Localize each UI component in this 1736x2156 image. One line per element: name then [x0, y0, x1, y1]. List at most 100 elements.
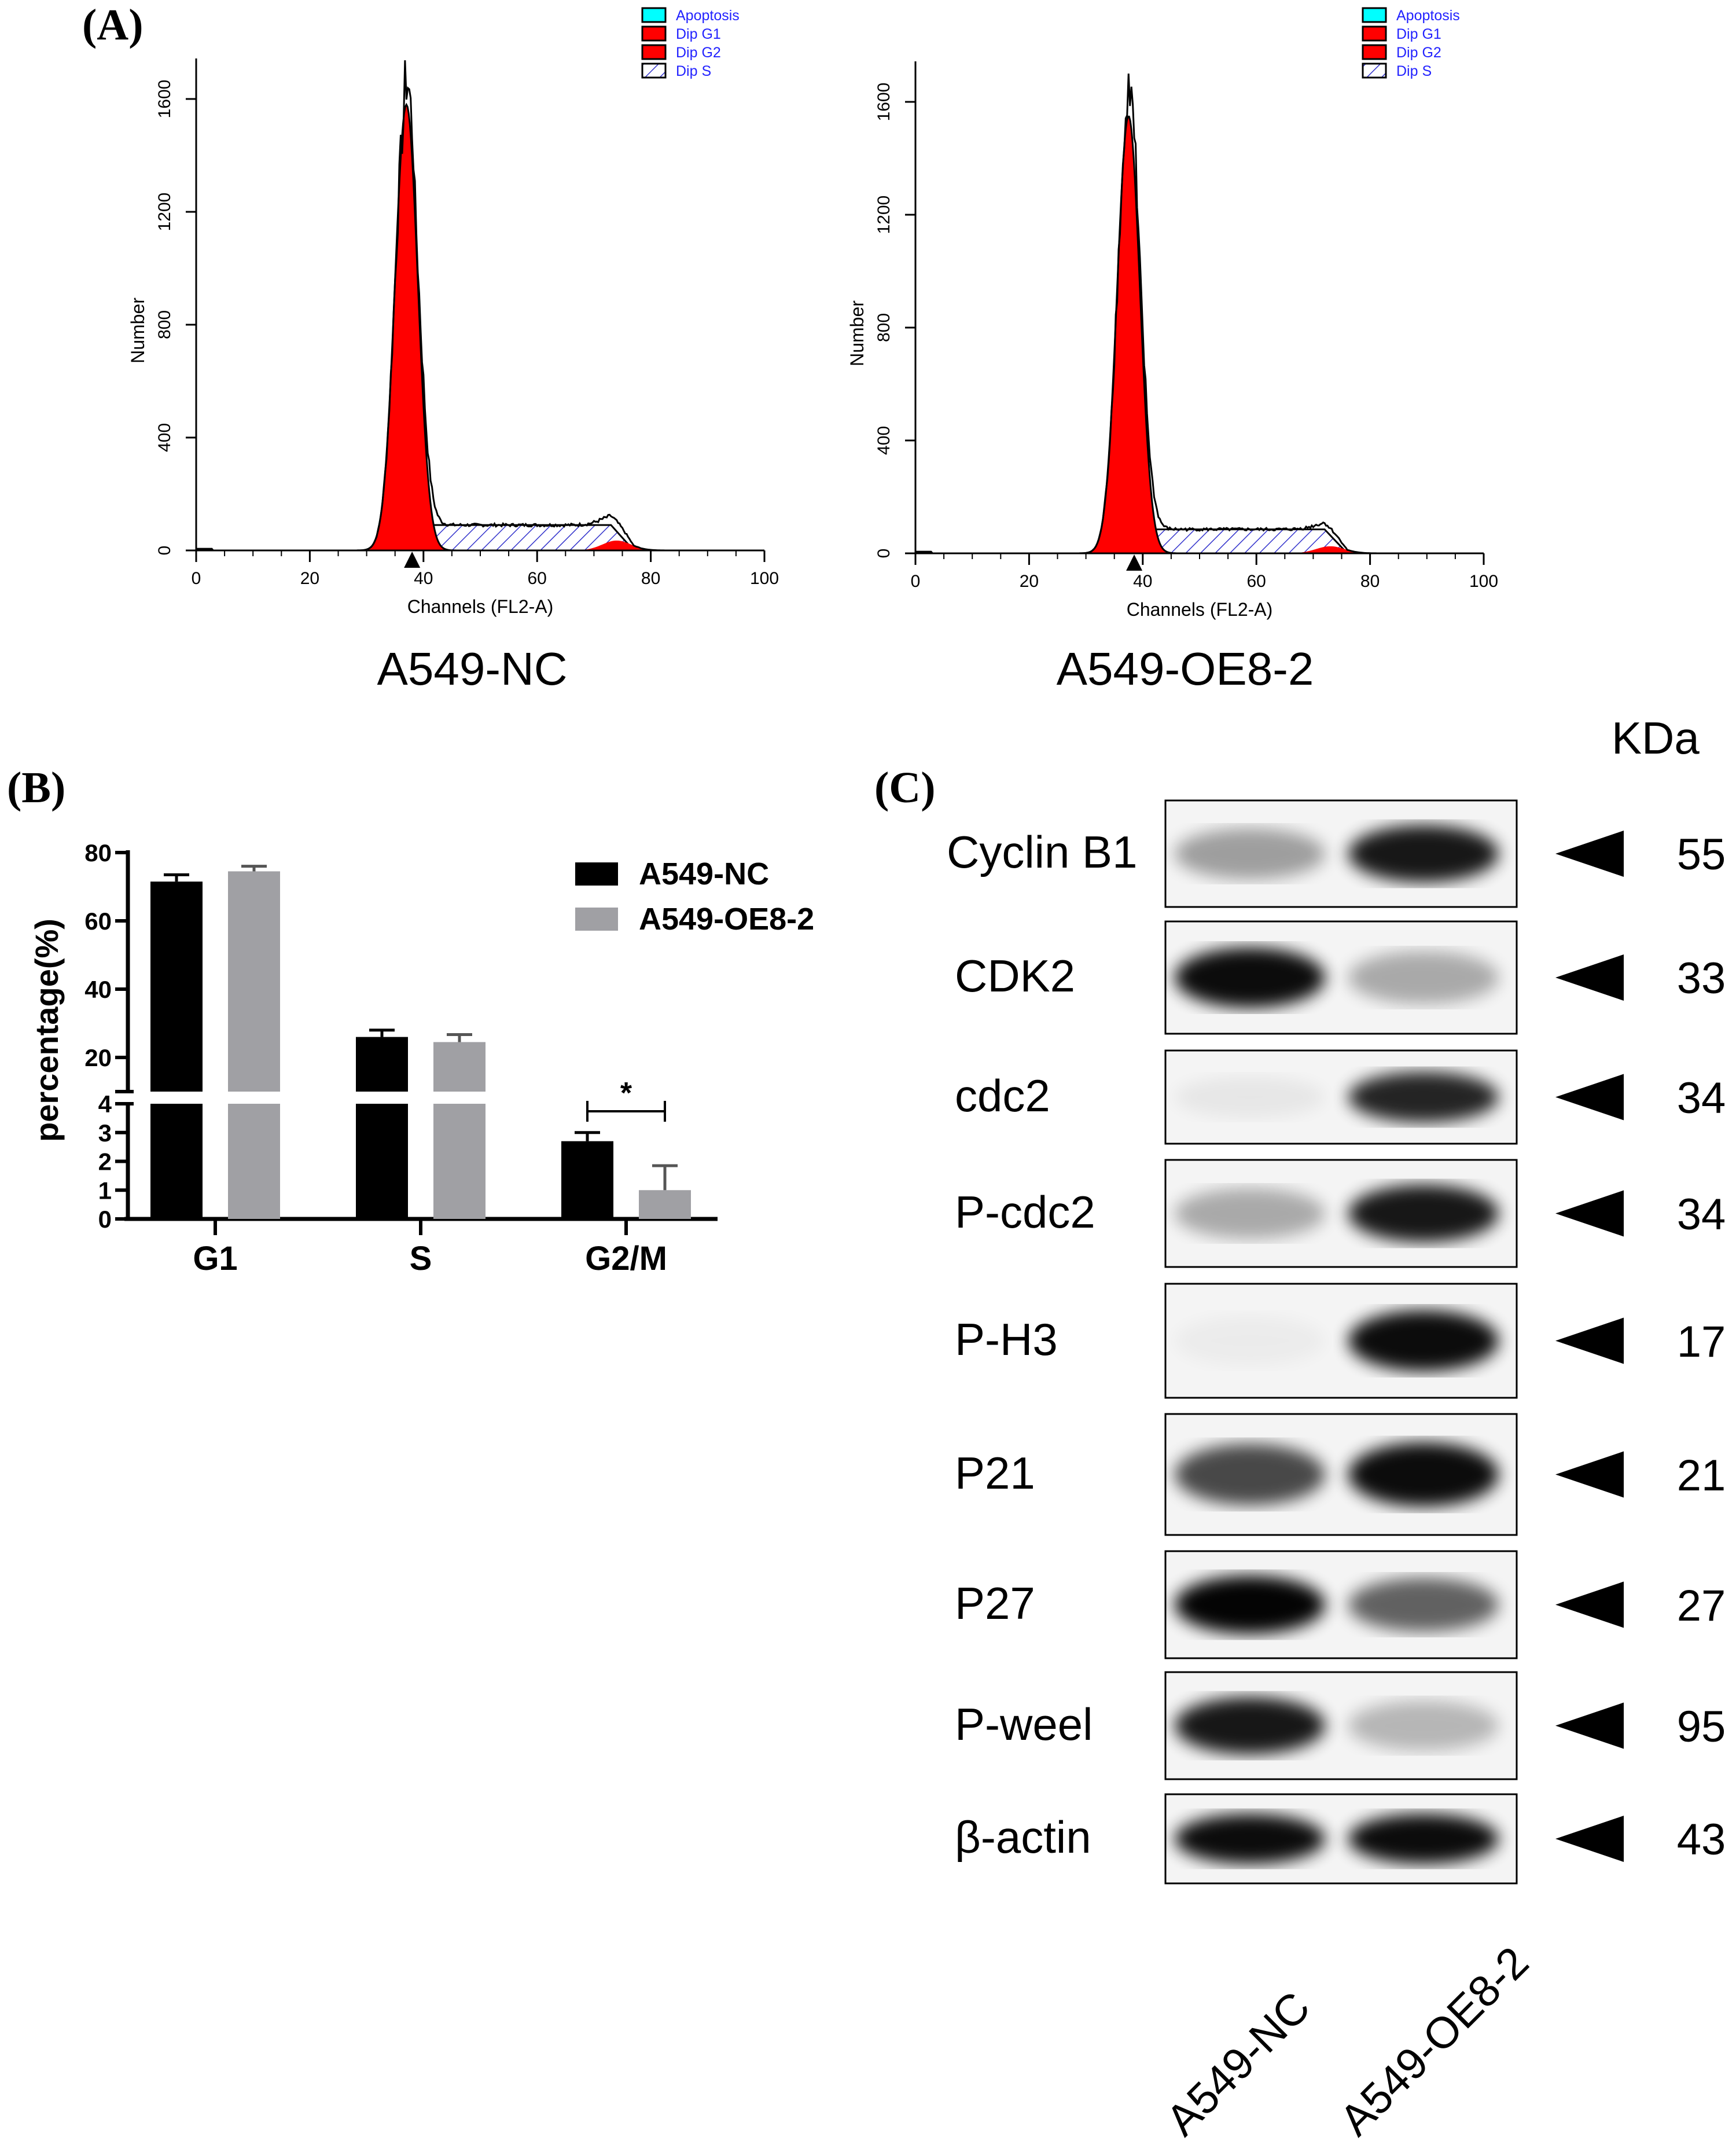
peak-marker-icon — [1126, 554, 1143, 571]
y-tick-label: 3 — [98, 1119, 112, 1147]
y-tick-label: 1 — [98, 1177, 112, 1204]
protein-band — [1348, 1310, 1499, 1372]
blot-5 — [1164, 1413, 1624, 1536]
kda-value: 21 — [1676, 1450, 1726, 1500]
y-axis-label: Number — [127, 297, 148, 363]
dip-g1-area — [1073, 115, 1177, 554]
kda-header: KDa — [1612, 712, 1700, 763]
bar — [433, 1104, 486, 1219]
arrowhead-icon — [1555, 1581, 1624, 1628]
blot-3 — [1164, 1159, 1624, 1268]
legend-label: Apoptosis — [676, 8, 740, 24]
legend-label: Dip G1 — [676, 26, 721, 42]
protein-band — [1348, 1442, 1499, 1507]
x-tick-label: 20 — [1020, 572, 1039, 591]
y-tick-label: 1200 — [874, 196, 893, 234]
y-tick-label: 80 — [84, 839, 112, 866]
kda-value: 43 — [1676, 1815, 1726, 1864]
legend-swatch — [641, 44, 667, 60]
legend-swatch — [1362, 44, 1387, 60]
peak-marker-icon — [404, 552, 421, 568]
y-tick-label: 1600 — [874, 83, 893, 122]
protein-band — [1348, 1184, 1499, 1243]
x-tick-label: S — [410, 1240, 432, 1277]
panel-b-label: (B) — [7, 763, 66, 812]
dip-g1-area — [354, 102, 458, 552]
arrowhead-icon — [1555, 1074, 1624, 1121]
y-tick-label: 60 — [84, 908, 112, 935]
panel-a-label: (A) — [82, 1, 144, 49]
histogram-outline — [195, 60, 764, 552]
x-axis-label: Channels (FL2-A) — [1127, 599, 1273, 620]
x-tick-label: 80 — [641, 569, 660, 588]
legend-label: Dip G2 — [1396, 45, 1441, 61]
bar — [150, 882, 203, 1092]
protein-label: cdc2 — [955, 1070, 1050, 1121]
protein-band — [1175, 1188, 1325, 1239]
arrowhead-icon — [1555, 831, 1624, 877]
histogram-outline — [914, 74, 1484, 554]
y-tick-label: 0 — [155, 546, 174, 556]
protein-label: P27 — [955, 1577, 1035, 1629]
protein-label: Cyclin B1 — [947, 827, 1138, 877]
bar — [356, 1104, 408, 1219]
x-tick-label: G2/M — [585, 1240, 667, 1277]
protein-band — [1175, 1696, 1325, 1755]
legend-label: A549-OE8-2 — [639, 902, 814, 936]
y-axis-label: percentage(%) — [28, 919, 65, 1142]
significance-mark: * — [620, 1077, 632, 1110]
legend-label: A549-NC — [639, 857, 769, 891]
legend-label: Dip S — [676, 63, 711, 79]
legend-swatch — [1362, 25, 1387, 42]
protein-band — [1175, 1813, 1325, 1864]
y-tick-label: 20 — [84, 1044, 112, 1071]
protein-band — [1175, 828, 1325, 879]
legend-swatch — [641, 7, 667, 23]
x-tick-label: 60 — [528, 569, 547, 588]
y-axis-label: Number — [847, 300, 867, 366]
kda-value: 55 — [1676, 830, 1726, 879]
x-tick-label: 0 — [192, 569, 201, 588]
panel-c-label: (C) — [874, 763, 936, 812]
x-tick-label: 40 — [1133, 572, 1152, 591]
legend-swatch — [641, 25, 667, 42]
protein-label: P-H3 — [955, 1313, 1058, 1365]
histogram-title-nc: A549-NC — [377, 643, 568, 695]
protein-label: P-weel — [955, 1698, 1093, 1750]
protein-band — [1175, 947, 1325, 1008]
bar — [150, 1104, 203, 1219]
protein-band — [1175, 1076, 1325, 1118]
significance-bracket — [586, 1101, 666, 1122]
protein-band — [1175, 1316, 1325, 1366]
y-tick-label: 400 — [155, 423, 174, 452]
protein-band — [1175, 1444, 1325, 1505]
kda-value: 33 — [1676, 954, 1726, 1003]
histogram-0: 0 20 40 60 80 100 0 400 800 1200 1600 Number Channel… — [127, 7, 779, 617]
kda-value: 27 — [1676, 1581, 1726, 1630]
bar — [228, 871, 280, 1092]
blot-6 — [1164, 1550, 1624, 1659]
dip-s-area — [1127, 528, 1349, 554]
legend-swatch — [641, 63, 667, 79]
blot-0 — [1164, 799, 1624, 908]
y-tick-label: 0 — [98, 1206, 112, 1233]
bar — [433, 1042, 486, 1092]
x-tick-label: 20 — [300, 569, 319, 588]
y-tick-label: 0 — [874, 549, 893, 559]
blot-1 — [1164, 920, 1624, 1035]
arrowhead-icon — [1555, 1317, 1624, 1364]
arrowhead-icon — [1555, 1190, 1624, 1237]
kda-value: 34 — [1676, 1073, 1726, 1123]
x-tick-label: 60 — [1247, 572, 1266, 591]
protein-band — [1348, 1813, 1499, 1864]
protein-band — [1175, 1575, 1325, 1634]
legend-label: Apoptosis — [1396, 8, 1460, 24]
protein-band — [1348, 1071, 1499, 1123]
protein-band — [1348, 825, 1499, 883]
protein-band — [1348, 1577, 1499, 1632]
x-tick-label: 100 — [1469, 572, 1498, 591]
legend-swatch — [575, 908, 618, 931]
y-tick-label: 2 — [98, 1148, 112, 1176]
y-tick-label: 4 — [98, 1090, 112, 1118]
